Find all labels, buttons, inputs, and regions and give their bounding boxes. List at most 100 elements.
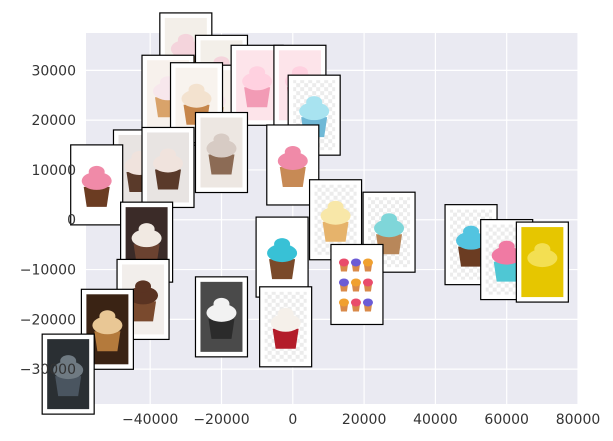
cupcake-frosting-icon bbox=[491, 246, 522, 265]
cupcake-frosting-top-icon bbox=[274, 238, 291, 251]
mini-cupcake-icon bbox=[351, 264, 360, 272]
point-chocolate-cupcakes-photo bbox=[141, 126, 195, 209]
cupcake-frosting-icon bbox=[456, 231, 487, 250]
point-tall-chocolate-cupcake-illustration bbox=[70, 144, 124, 226]
cupcake-frosting-top-icon bbox=[88, 165, 105, 178]
x-tick-label: 40000 bbox=[413, 412, 458, 428]
y-tick-label: 0 bbox=[67, 213, 76, 229]
cupcake-base-icon bbox=[208, 318, 235, 339]
x-tick-label: 0 bbox=[288, 412, 297, 428]
cupcake-base-icon bbox=[94, 331, 121, 352]
mini-frosting-icon bbox=[362, 298, 373, 307]
cupcake-frosting-icon bbox=[320, 206, 351, 225]
cupcake-frosting-icon bbox=[374, 219, 405, 238]
mini-frosting-icon bbox=[338, 278, 349, 287]
y-tick-label: −20000 bbox=[20, 312, 76, 328]
x-axis-ticks: −40000 −20000 0 20000 40000 60000 80000 bbox=[122, 412, 600, 428]
cupcake-frosting-top-icon bbox=[213, 297, 230, 310]
cupcake-base-icon bbox=[279, 166, 306, 187]
mini-frosting-icon bbox=[362, 258, 373, 267]
mini-frosting-icon bbox=[350, 258, 361, 267]
cupcake-frosting-icon bbox=[277, 151, 308, 170]
point-blue-cupcake-illustration bbox=[444, 204, 498, 286]
cupcake-frosting-icon bbox=[81, 171, 112, 190]
cupcake-base-icon bbox=[529, 264, 556, 285]
mini-frosting-icon bbox=[362, 278, 373, 287]
cupcake-frosting-icon bbox=[53, 361, 84, 380]
cupcake-frosting-icon bbox=[267, 244, 298, 263]
y-tick-label: 10000 bbox=[31, 163, 76, 179]
cupcake-frosting-top-icon bbox=[135, 280, 152, 293]
mini-cupcake-icon bbox=[339, 264, 348, 272]
cupcake-frosting-top-icon bbox=[138, 223, 155, 236]
point-cupcake-collection-illustration bbox=[330, 243, 384, 326]
cupcake-base-icon bbox=[272, 328, 299, 349]
point-dark-cupcakes-photo bbox=[194, 276, 249, 358]
cupcake-frosting-top-icon bbox=[284, 145, 301, 158]
cupcake-frosting-icon bbox=[131, 229, 162, 248]
y-tick-label: −10000 bbox=[20, 263, 76, 279]
mini-frosting-icon bbox=[350, 278, 361, 287]
cupcake-frosting-top-icon bbox=[498, 240, 515, 253]
cupcake-frosting-top-icon bbox=[534, 243, 551, 256]
point-yellow-background-photo bbox=[515, 221, 569, 303]
cupcake-base-icon bbox=[83, 186, 110, 207]
mini-frosting-icon bbox=[338, 298, 349, 307]
cupcake-frosting-icon bbox=[206, 303, 237, 322]
point-red-velvet-cupcake-illustration bbox=[259, 286, 313, 368]
point-cupcake-tray-photo bbox=[194, 111, 249, 194]
cupcake-frosting-top-icon bbox=[249, 66, 266, 79]
cupcake-frosting-icon bbox=[299, 102, 330, 121]
cupcake-base-icon bbox=[269, 259, 296, 280]
point-pink-frosted-cupcake-photo bbox=[266, 124, 320, 206]
cupcake-frosting-top-icon bbox=[177, 33, 194, 46]
x-tick-label: 80000 bbox=[556, 412, 601, 428]
cupcake-frosting-top-icon bbox=[99, 310, 116, 323]
point-blue-frosted-cupcake-illustration bbox=[255, 216, 309, 298]
image-markers bbox=[41, 12, 569, 415]
mini-cupcake-icon bbox=[339, 304, 348, 312]
cupcake-frosting-top-icon bbox=[327, 200, 344, 213]
cupcake-base-icon bbox=[322, 221, 349, 242]
mini-cupcake-icon bbox=[351, 284, 360, 292]
x-tick-label: −40000 bbox=[122, 412, 178, 428]
x-tick-label: −20000 bbox=[193, 412, 249, 428]
cupcake-frosting-icon bbox=[206, 139, 237, 158]
cupcake-base-icon bbox=[55, 376, 82, 397]
cupcake-frosting-icon bbox=[270, 313, 301, 332]
cupcake-frosting-top-icon bbox=[277, 307, 294, 320]
mini-cupcake-icon bbox=[363, 264, 372, 272]
cupcake-frosting-icon bbox=[170, 39, 201, 58]
cupcake-frosting-icon bbox=[153, 154, 183, 173]
mini-frosting-icon bbox=[338, 258, 349, 267]
cupcake-frosting-icon bbox=[181, 89, 212, 108]
x-tick-label: 60000 bbox=[484, 412, 529, 428]
mini-cupcake-icon bbox=[363, 304, 372, 312]
cupcake-frosting-top-icon bbox=[160, 148, 176, 161]
cupcake-frosting-top-icon bbox=[188, 83, 205, 96]
cupcake-frosting-top-icon bbox=[306, 96, 323, 109]
y-tick-label: −30000 bbox=[20, 362, 76, 378]
cupcake-frosting-icon bbox=[128, 286, 159, 305]
cupcake-base-icon bbox=[130, 301, 157, 322]
cupcake-frosting-top-icon bbox=[213, 133, 230, 146]
mini-frosting-icon bbox=[350, 298, 361, 307]
mini-cupcake-icon bbox=[363, 284, 372, 292]
cupcake-base-icon bbox=[493, 261, 520, 282]
y-tick-label: 30000 bbox=[31, 63, 76, 79]
cupcake-frosting-icon bbox=[527, 249, 558, 268]
cupcake-base-icon bbox=[155, 169, 181, 190]
mini-cupcake-icon bbox=[351, 304, 360, 312]
point-dark-scene-photo bbox=[41, 333, 95, 415]
cupcake-frosting-icon bbox=[92, 316, 123, 335]
cupcake-frosting-top-icon bbox=[60, 355, 77, 368]
x-tick-label: 20000 bbox=[342, 412, 387, 428]
cupcake-frosting-icon bbox=[242, 72, 273, 91]
y-tick-label: 20000 bbox=[31, 113, 76, 129]
cupcake-base-icon bbox=[208, 154, 235, 175]
mini-cupcake-icon bbox=[339, 284, 348, 292]
cupcake-frosting-top-icon bbox=[381, 213, 398, 226]
cupcake-base-icon bbox=[244, 87, 271, 108]
cupcake-base-icon bbox=[458, 246, 485, 267]
